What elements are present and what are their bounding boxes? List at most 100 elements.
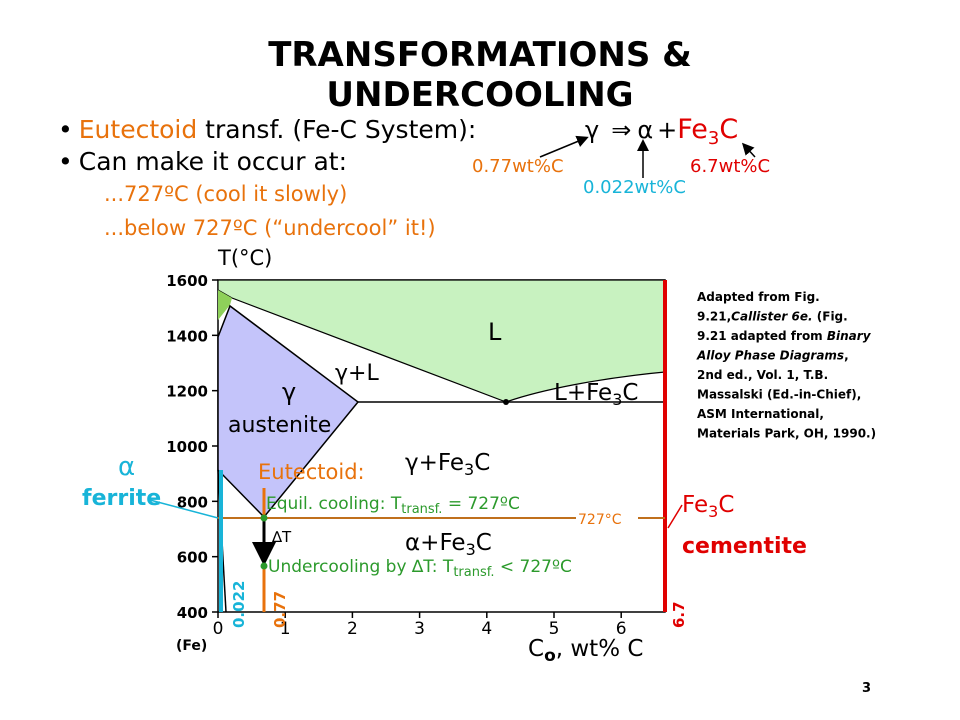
pointer (149, 499, 219, 519)
caption-part: 9.21, (697, 310, 731, 324)
x-tick-label: 6 (616, 619, 627, 639)
equil-label: Equil. cooling: Ttransf. = 727ºC (266, 494, 520, 517)
pointer (667, 504, 683, 529)
caption-part: 2nd ed., Vol. 1, T.B. (697, 368, 828, 382)
product: Fe (677, 114, 708, 145)
sub-bullet: ...below 727ºC (“undercool” it!) (104, 216, 436, 240)
bullet-highlight: Eutectoid (79, 115, 197, 144)
caption-part: ASM International, (697, 407, 824, 421)
y-tick-label: 400 (177, 604, 208, 622)
subscript: 3 (708, 128, 719, 149)
label-box (576, 510, 638, 527)
caption-part: Callister 6e. (731, 310, 812, 324)
axis-origin-label: (Fe) (176, 638, 207, 654)
x-tick-label: 1 (280, 619, 291, 639)
region-label-part: γ (335, 361, 348, 386)
bullet-text: Can make it occur at: (79, 147, 347, 176)
region-label: γ+Fe3C (405, 450, 490, 479)
page-number: 3 (862, 681, 871, 696)
eutectoid-temp-label: 727°C (578, 512, 622, 528)
region-label: L+Fe3C (554, 380, 638, 409)
caption-line: ASM International, (697, 407, 824, 421)
bullet: • Eutectoid transf. (Fe-C System): (58, 115, 476, 144)
composition-label: 6.7wt%C (690, 156, 770, 177)
region-label: γ+L (335, 361, 379, 386)
formula-part: C (718, 492, 734, 518)
caption-part: Adapted from Fig. (697, 290, 820, 304)
undercooling-label: Undercooling by ∆T: Ttransf. < 727ºC (268, 557, 572, 580)
plus: + (657, 116, 677, 144)
axis-label: Co, wt% C (528, 636, 643, 666)
caption-line: 9.21,Callister 6e. (Fig. (697, 310, 848, 324)
product: α (637, 116, 653, 144)
y-tick-label: 1000 (166, 438, 208, 456)
composition-mark: 0.77 (271, 591, 289, 628)
title-line: TRANSFORMATIONS & (268, 35, 692, 75)
x-tick-label: 2 (347, 619, 358, 639)
eutectoid-label: Eutectoid: (258, 460, 365, 484)
subscript: transf. (453, 565, 494, 580)
y-tick-label: 1600 (166, 272, 208, 290)
x-tick-label: 3 (414, 619, 425, 639)
caption-part: (Fig. (813, 310, 848, 324)
delta-region (218, 290, 232, 320)
region-label: α+Fe3C (405, 530, 492, 559)
sub-bullet: ...727ºC (cool it slowly) (104, 182, 347, 206)
x-tick-label: 0 (213, 619, 224, 639)
bullet-dot: • (58, 115, 73, 144)
subscript: 3 (612, 390, 622, 409)
undercool-point (260, 562, 268, 570)
axis-label-part: C (528, 636, 544, 662)
caption-line: 2nd ed., Vol. 1, T.B. (697, 368, 828, 382)
caption-part: Materials Park, OH, 1990.) (697, 427, 876, 441)
region-label-part: γ (405, 450, 419, 476)
region-label: L (488, 318, 502, 346)
subscript: 3 (464, 460, 474, 479)
region-label-part: +L (348, 361, 379, 386)
subscript: transf. (401, 502, 442, 517)
eutectic-point (503, 399, 509, 405)
region-label: γ (282, 378, 296, 406)
label-part: Equil. cooling: T (266, 494, 402, 514)
caption-part: , (844, 349, 849, 363)
reactant: γ (585, 116, 599, 144)
bullet-dot: • (58, 147, 73, 176)
caption-line: Adapted from Fig. (697, 290, 820, 304)
composition-mark: 6.7 (670, 601, 688, 628)
reaction: γ ⇒ α +Fe3C (585, 114, 738, 149)
label-part: Undercooling by ∆T: T (268, 557, 454, 577)
region-label-part: C (476, 530, 492, 556)
subscript: 3 (466, 540, 476, 559)
product: C (719, 114, 738, 145)
region-label: austenite (228, 413, 331, 438)
pointer (539, 135, 589, 158)
label-part: < 727ºC (495, 557, 572, 577)
region-label-part: C (622, 380, 638, 406)
caption-part: Massalski (Ed.-in-Chief), (697, 388, 861, 402)
subscript: 3 (708, 502, 718, 521)
label-part: = 727ºC (442, 494, 519, 514)
cementite-label: cementite (682, 534, 807, 559)
region-label-part: L+Fe (554, 380, 612, 406)
pointer (741, 142, 756, 158)
eutectoid-point (260, 514, 268, 522)
bullet: • Can make it occur at: (58, 147, 347, 176)
title-line: UNDERCOOLING (326, 75, 633, 115)
delta-t-label: ∆T (271, 528, 292, 546)
caption-line: Massalski (Ed.-in-Chief), (697, 388, 861, 402)
axis-label-part: , wt% C (556, 636, 644, 662)
region-label-part: C (474, 450, 490, 476)
y-tick-label: 600 (177, 549, 208, 567)
composition-label: 0.022wt%C (583, 177, 686, 198)
subscript: o (544, 646, 556, 666)
region-label-part: +Fe (420, 530, 465, 556)
caption-part: Binary (827, 329, 872, 343)
x-tick-label: 5 (549, 619, 560, 639)
axis-label: T(°C) (217, 246, 272, 270)
ticks: 400 600 800 1000 1200 1400 1600 0 1 2 3 4 5 6 (166, 272, 626, 639)
caption-line: 9.21 adapted from Binary (697, 329, 872, 343)
y-tick-label: 1200 (166, 383, 208, 401)
ferrite-label: ferrite (82, 486, 161, 511)
austenite-region (217, 304, 360, 519)
